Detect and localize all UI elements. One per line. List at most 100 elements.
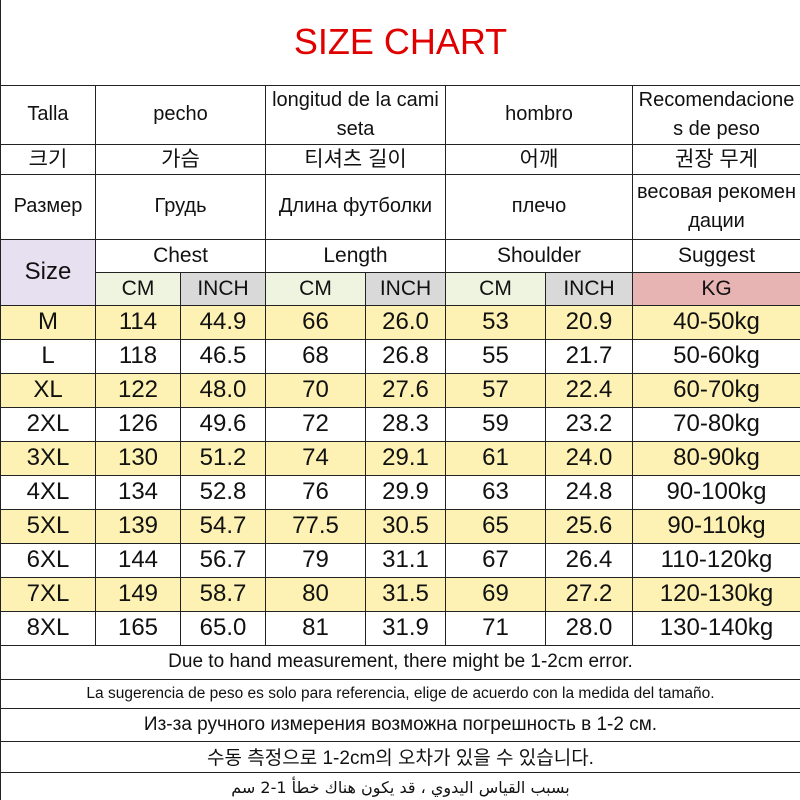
value-cell: 77.5 — [265, 508, 366, 544]
value-cell: 26.4 — [545, 542, 633, 578]
value-cell: 130-140kg — [632, 610, 800, 646]
table-row: M 114 44.9 66 26.0 53 20.9 40-50kg — [0, 304, 800, 340]
value-cell: 144 — [95, 542, 181, 578]
value-cell: 26.8 — [365, 338, 446, 374]
size-cell: L — [0, 338, 96, 374]
value-cell: 25.6 — [545, 508, 633, 544]
value-cell: 27.2 — [545, 576, 633, 612]
header-cell: Размер — [0, 173, 96, 240]
value-cell: 53 — [445, 304, 546, 340]
value-cell: 130 — [95, 440, 181, 476]
value-cell: 24.8 — [545, 474, 633, 510]
table-row: بسبب القياس اليدوي ، قد يكون هناك خطأ 1-… — [0, 771, 800, 800]
unit-header: INCH — [180, 271, 266, 306]
group-header: Length — [265, 238, 446, 273]
value-cell: 22.4 — [545, 372, 633, 408]
value-cell: 58.7 — [180, 576, 266, 612]
value-cell: 51.2 — [180, 440, 266, 476]
unit-header: CM — [265, 271, 366, 306]
value-cell: 122 — [95, 372, 181, 408]
table-row: 8XL 165 65.0 81 31.9 71 28.0 130-140kg — [0, 610, 800, 646]
value-cell: 61 — [445, 440, 546, 476]
value-cell: 31.5 — [365, 576, 446, 612]
table-row: 4XL 134 52.8 76 29.9 63 24.8 90-100kg — [0, 474, 800, 510]
note: Due to hand measurement, there might be … — [0, 644, 800, 680]
unit-header: INCH — [545, 271, 633, 306]
value-cell: 70 — [265, 372, 366, 408]
value-cell: 56.7 — [180, 542, 266, 578]
value-cell: 29.9 — [365, 474, 446, 510]
header-cell: longitud de la camiseta — [265, 84, 446, 145]
table-row: 2XL 126 49.6 72 28.3 59 23.2 70-80kg — [0, 406, 800, 442]
size-cell: 8XL — [0, 610, 96, 646]
table-row: L 118 46.5 68 26.8 55 21.7 50-60kg — [0, 338, 800, 374]
header-cell: hombro — [445, 84, 633, 145]
value-cell: 28.3 — [365, 406, 446, 442]
size-header: Size — [0, 238, 96, 306]
header-cell: Грудь — [95, 173, 266, 240]
table-row: 크기 가슴 티셔츠 길이 어깨 권장 무게 — [0, 143, 800, 175]
note: بسبب القياس اليدوي ، قد يكون هناك خطأ 1-… — [0, 771, 800, 800]
table-row: Talla pecho longitud de la camiseta hombro R… — [0, 84, 800, 145]
value-cell: 165 — [95, 610, 181, 646]
value-cell: 57 — [445, 372, 546, 408]
value-cell: 69 — [445, 576, 546, 612]
note: 수동 측정으로 1-2cm의 오차가 있을 수 있습니다. — [0, 740, 800, 773]
value-cell: 52.8 — [180, 474, 266, 510]
value-cell: 49.6 — [180, 406, 266, 442]
value-cell: 30.5 — [365, 508, 446, 544]
table-row: Из-за ручного измерения возможна погрешн… — [0, 707, 800, 742]
table-row: La sugerencia de peso es solo para refer… — [0, 678, 800, 709]
chart-title: SIZE CHART — [0, 0, 800, 86]
value-cell: 60-70kg — [632, 372, 800, 408]
value-cell: 28.0 — [545, 610, 633, 646]
value-cell: 24.0 — [545, 440, 633, 476]
size-cell: M — [0, 304, 96, 340]
value-cell: 74 — [265, 440, 366, 476]
value-cell: 81 — [265, 610, 366, 646]
unit-header: CM — [95, 271, 181, 306]
note: La sugerencia de peso es solo para refer… — [0, 678, 800, 709]
header-cell: 어깨 — [445, 143, 633, 175]
value-cell: 48.0 — [180, 372, 266, 408]
table-row: Due to hand measurement, there might be … — [0, 644, 800, 680]
table-row: 3XL 130 51.2 74 29.1 61 24.0 80-90kg — [0, 440, 800, 476]
value-cell: 65 — [445, 508, 546, 544]
size-cell: 6XL — [0, 542, 96, 578]
value-cell: 90-100kg — [632, 474, 800, 510]
header-cell: 티셔츠 길이 — [265, 143, 446, 175]
size-cell: 3XL — [0, 440, 96, 476]
value-cell: 110-120kg — [632, 542, 800, 578]
group-header: Chest — [95, 238, 266, 273]
value-cell: 72 — [265, 406, 366, 442]
value-cell: 118 — [95, 338, 181, 374]
size-cell: 7XL — [0, 576, 96, 612]
size-cell: XL — [0, 372, 96, 408]
value-cell: 80 — [265, 576, 366, 612]
value-cell: 71 — [445, 610, 546, 646]
header-cell: Recomendaciones de peso — [632, 84, 800, 145]
header-cell: Talla — [0, 84, 96, 145]
table-row: Size Chest Length Shoulder Suggest — [0, 238, 800, 306]
value-cell: 139 — [95, 508, 181, 544]
header-cell: 가슴 — [95, 143, 266, 175]
value-cell: 79 — [265, 542, 366, 578]
size-cell: 5XL — [0, 508, 96, 544]
value-cell: 44.9 — [180, 304, 266, 340]
value-cell: 80-90kg — [632, 440, 800, 476]
value-cell: 31.1 — [365, 542, 446, 578]
header-cell: pecho — [95, 84, 266, 145]
value-cell: 29.1 — [365, 440, 446, 476]
table-row: 수동 측정으로 1-2cm의 오차가 있을 수 있습니다. — [0, 740, 800, 773]
value-cell: 66 — [265, 304, 366, 340]
table-row: 6XL 144 56.7 79 31.1 67 26.4 110-120kg — [0, 542, 800, 578]
value-cell: 149 — [95, 576, 181, 612]
unit-header: INCH — [365, 271, 446, 306]
table-row: Размер Грудь Длина футболки плечо весовая ре… — [0, 173, 800, 240]
value-cell: 63 — [445, 474, 546, 510]
unit-header: KG — [632, 271, 800, 306]
value-cell: 114 — [95, 304, 181, 340]
value-cell: 40-50kg — [632, 304, 800, 340]
